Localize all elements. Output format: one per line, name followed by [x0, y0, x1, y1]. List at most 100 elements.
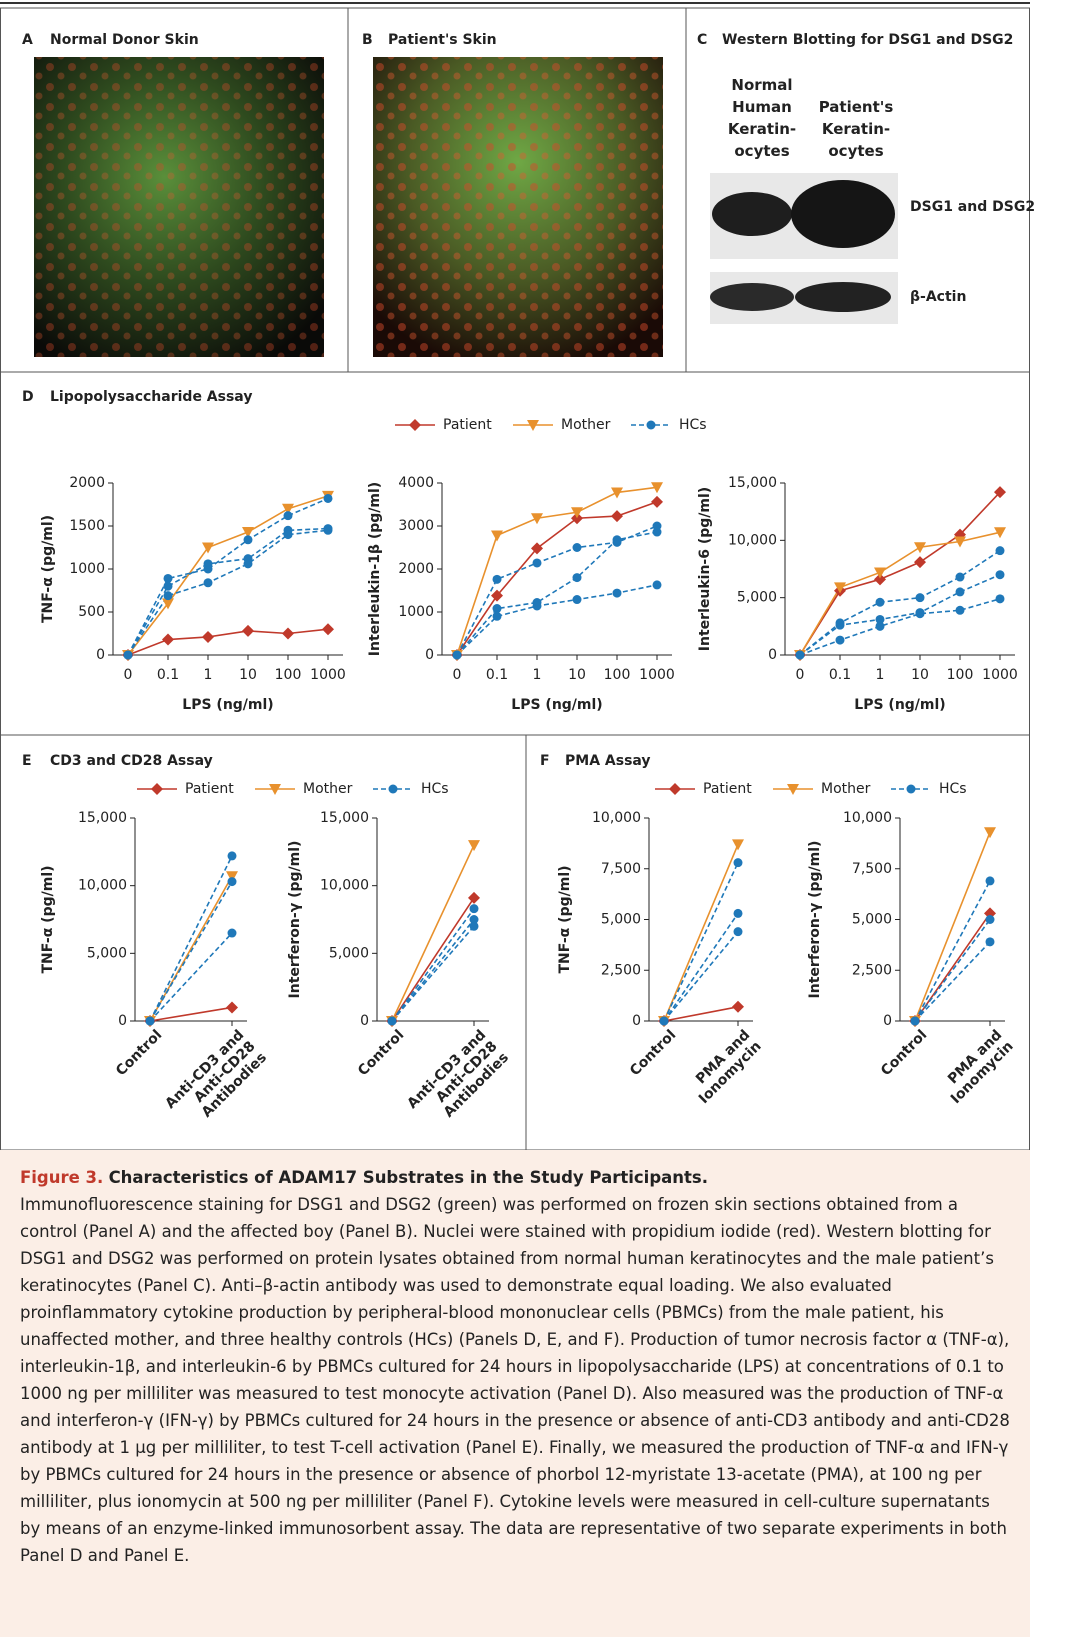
- x-tick-label: 1: [204, 667, 213, 683]
- marker: [732, 839, 744, 850]
- marker: [164, 591, 173, 600]
- x-tick-label: 0.1: [157, 667, 179, 683]
- marker: [573, 543, 582, 552]
- y-tick-label: 1500: [69, 518, 105, 534]
- x-tick-label: 0: [796, 667, 805, 683]
- marker: [956, 606, 965, 615]
- marker: [911, 1017, 920, 1026]
- y-tick-label: 0: [118, 1013, 127, 1029]
- panel-title: Normal Donor Skin: [50, 32, 199, 48]
- caption-label: Figure 3.: [20, 1168, 103, 1187]
- marker: [611, 510, 623, 522]
- series-line: [128, 529, 328, 655]
- series-line: [128, 498, 328, 655]
- marker: [228, 877, 237, 886]
- marker: [533, 601, 542, 610]
- marker: [653, 580, 662, 589]
- marker: [876, 622, 885, 631]
- marker: [389, 785, 398, 794]
- y-tick-label: 500: [78, 604, 105, 620]
- marker: [146, 1017, 155, 1026]
- marker: [533, 558, 542, 567]
- y-tick-label: 0: [360, 1013, 369, 1029]
- blot-row-label: β-Actin: [910, 289, 966, 305]
- blot-band: [795, 282, 891, 312]
- panel-title: Patient's Skin: [388, 32, 497, 48]
- y-axis-label: TNF-α (pg/ml): [557, 865, 573, 973]
- marker: [324, 494, 333, 503]
- y-tick-label: 7,500: [601, 861, 641, 877]
- y-axis-label: Interleukin-6 (pg/ml): [697, 487, 713, 651]
- marker: [228, 929, 237, 938]
- x-tick-label: 10: [239, 667, 257, 683]
- marker: [531, 513, 543, 524]
- marker: [914, 556, 926, 568]
- series-line: [800, 492, 1000, 655]
- y-tick-label: 2000: [69, 475, 105, 491]
- marker: [244, 559, 253, 568]
- legend-label: HCs: [939, 781, 967, 797]
- marker: [653, 528, 662, 537]
- series-line: [128, 496, 328, 655]
- marker: [916, 609, 925, 618]
- marker: [226, 1001, 238, 1013]
- panel-title: PMA Assay: [565, 753, 651, 769]
- series-line: [915, 942, 990, 1021]
- marker: [613, 535, 622, 544]
- y-tick-label: 5,000: [852, 912, 892, 928]
- y-tick-label: 2,500: [601, 962, 641, 978]
- x-tick-label: 1: [533, 667, 542, 683]
- marker: [202, 543, 214, 554]
- series-line: [150, 1007, 232, 1021]
- y-tick-label: 5,000: [87, 945, 127, 961]
- series-line: [457, 585, 657, 655]
- panel-letter: F: [540, 753, 550, 769]
- marker: [876, 598, 885, 607]
- y-tick-label: 4000: [398, 475, 434, 491]
- x-tick-label: 0.1: [486, 667, 508, 683]
- marker: [956, 573, 965, 582]
- series-line: [664, 932, 738, 1021]
- marker: [996, 546, 1005, 555]
- caption-title: Characteristics of ADAM17 Substrates in …: [109, 1168, 708, 1187]
- x-tick-label: 0: [124, 667, 133, 683]
- marker: [204, 578, 213, 587]
- y-tick-label: 10,000: [78, 878, 127, 894]
- y-tick-label: 1000: [398, 604, 434, 620]
- caption: Figure 3. Characteristics of ADAM17 Subs…: [0, 1150, 1030, 1637]
- marker: [202, 631, 214, 643]
- series-line: [392, 845, 474, 1021]
- y-tick-label: 10,000: [592, 810, 641, 826]
- y-axis-label: Interferon-γ (pg/ml): [287, 841, 303, 999]
- y-tick-label: 1000: [69, 561, 105, 577]
- legend-label: Mother: [821, 781, 871, 797]
- marker: [796, 651, 805, 660]
- series-line: [128, 629, 328, 655]
- series-line: [392, 909, 474, 1021]
- legend-label: Mother: [303, 781, 353, 797]
- marker: [916, 593, 925, 602]
- y-tick-label: 5,000: [737, 590, 777, 606]
- x-axis-label: LPS (ng/ml): [182, 697, 273, 713]
- blot-band: [712, 192, 792, 236]
- y-axis-label: Interleukin-1β (pg/ml): [367, 482, 383, 656]
- caption-text: Immunofluorescence staining for DSG1 and…: [20, 1191, 1010, 1569]
- marker: [836, 621, 845, 630]
- marker: [493, 604, 502, 613]
- panel-letter: E: [22, 753, 32, 769]
- x-tick-label: 0.1: [829, 667, 851, 683]
- legend-label: Patient: [703, 781, 752, 797]
- y-axis-label: Interferon-γ (pg/ml): [807, 841, 823, 999]
- y-tick-label: 15,000: [320, 810, 369, 826]
- y-tick-label: 2,500: [852, 962, 892, 978]
- marker: [732, 1001, 744, 1013]
- series-line: [150, 856, 232, 1021]
- marker: [996, 594, 1005, 603]
- series-line: [664, 913, 738, 1021]
- blot-band: [710, 283, 794, 311]
- x-tick-label: 10: [568, 667, 586, 683]
- x-tick-label: 1: [876, 667, 885, 683]
- blot-column-label: Patient's Keratin-ocytes: [808, 96, 904, 162]
- marker: [282, 628, 294, 640]
- panel-letter: D: [22, 389, 34, 405]
